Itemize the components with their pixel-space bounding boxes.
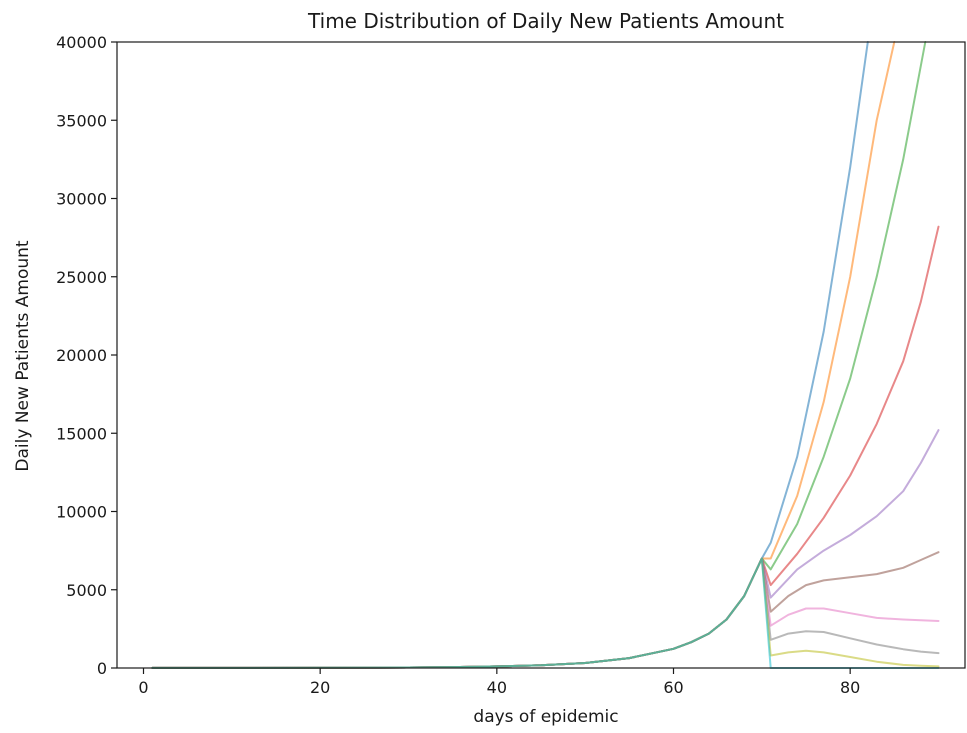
plot-frame — [117, 42, 965, 668]
chart-title: Time Distribution of Daily New Patients … — [307, 9, 784, 33]
y-axis-label: Daily New Patients Amount — [13, 240, 33, 471]
series-layer — [152, 42, 938, 668]
y-tick-label: 40000 — [56, 33, 107, 52]
x-tick-label: 20 — [310, 678, 330, 697]
series-line-4 — [152, 227, 938, 668]
series-line-3 — [152, 42, 925, 668]
y-tick-label: 35000 — [56, 111, 107, 130]
x-tick-label: 40 — [487, 678, 507, 697]
y-tick-label: 30000 — [56, 190, 107, 209]
y-tick-label: 20000 — [56, 346, 107, 365]
x-tick-label: 80 — [840, 678, 860, 697]
x-tick-label: 60 — [663, 678, 683, 697]
x-tick-label: 0 — [138, 678, 148, 697]
series-line-1 — [152, 42, 868, 668]
series-line-9 — [152, 559, 938, 668]
series-line-2 — [152, 42, 894, 668]
y-tick-label: 25000 — [56, 268, 107, 287]
x-axis-label: days of epidemic — [473, 707, 618, 727]
y-tick-label: 0 — [97, 659, 107, 678]
series-line-6 — [152, 552, 938, 668]
y-tick-label: 15000 — [56, 424, 107, 443]
y-tick-label: 5000 — [66, 581, 107, 600]
ticks-layer: 0 20 40 60 80 0 5000 10000 15000 20000 25000 30000 3… — [56, 33, 860, 697]
y-tick-label: 10000 — [56, 503, 107, 522]
